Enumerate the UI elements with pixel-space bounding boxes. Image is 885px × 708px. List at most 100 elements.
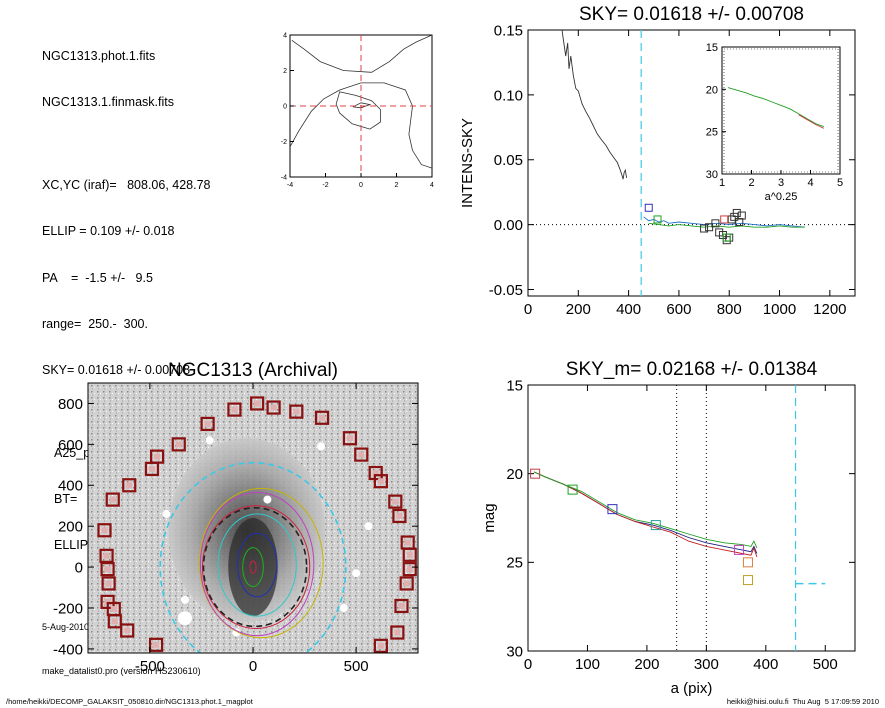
mask-box-fill: [403, 580, 410, 587]
galaxy-xtick-label: 500: [344, 658, 369, 675]
star-mask-hole: [364, 522, 373, 531]
mask-box: [388, 494, 403, 509]
contour-xtick-label: 0: [359, 182, 363, 189]
program-label: make_datalist0.pro (version HS230610): [42, 666, 201, 677]
inset-xtick-label: 1: [719, 177, 725, 189]
contour-xtick-label: -4: [287, 182, 293, 189]
mask-box-fill: [175, 441, 182, 448]
inset-xlabel: a^0.25: [765, 191, 798, 203]
mag-series-line: [533, 471, 758, 554]
mag-marker: [567, 484, 578, 495]
intens-ytick-label: 0.05: [494, 152, 523, 169]
isophote-ellipse: [242, 547, 264, 588]
star-mask-hole: [317, 442, 326, 451]
inset-series-line: [798, 114, 824, 129]
intens-ytick-label: 0.15: [494, 22, 523, 39]
inset-ytick-label: 20: [706, 84, 718, 96]
mask-box-fill: [111, 618, 118, 625]
intens-marker: [720, 215, 729, 224]
star-mask-hole: [339, 604, 348, 612]
mask-box-fill: [377, 642, 384, 649]
mask-box-fill: [398, 602, 405, 609]
mask-box-fill: [358, 451, 365, 458]
intens-marker: [722, 233, 731, 242]
galaxy-title: NGC1313 (Archival): [168, 360, 338, 381]
mask-box: [314, 410, 330, 425]
inset-xtick-label: 5: [837, 177, 843, 189]
intens-marker: [727, 215, 736, 224]
mask-box: [250, 396, 265, 411]
contour-ytick-label: -4: [281, 175, 287, 182]
mask-box: [394, 598, 409, 614]
contour-xtick-label: 2: [395, 182, 399, 189]
inset-ytick-label: 15: [706, 42, 718, 54]
mask-box-fill: [148, 465, 155, 472]
galaxy-ytick-label: -200: [53, 600, 83, 617]
mask-box: [122, 478, 137, 493]
inset-xtick-label: 4: [807, 177, 813, 189]
mag-marker: [607, 504, 618, 515]
inset-xtick-label: 2: [748, 177, 754, 189]
mag-xtick-label: 400: [753, 656, 778, 673]
intens-marker: [737, 211, 746, 220]
intens-ytick-label: -0.05: [489, 282, 523, 299]
intens-series-line: [561, 30, 628, 180]
mask-box: [101, 576, 116, 591]
mask-box: [392, 508, 407, 524]
isophote-ellipse: [198, 487, 324, 639]
galaxy-xtick-label: 0: [249, 658, 257, 675]
mask-box-fill: [154, 453, 161, 460]
mask-box-fill: [110, 606, 117, 613]
mag-marker: [742, 575, 753, 586]
contour-line: [335, 91, 381, 130]
mask-box: [171, 437, 186, 452]
contour-ytick-label: 2: [283, 68, 287, 75]
mask-box-fill: [293, 408, 300, 415]
inset-ytick-label: 25: [706, 127, 718, 139]
mag-xlabel: a (pix): [671, 680, 713, 697]
footer-path: /home/heikki/DECOMP_GALAKSIT_050810.dir/…: [6, 697, 253, 706]
mask-box-fill: [124, 627, 131, 634]
mask-box-fill: [104, 566, 111, 573]
mask-box-fill: [105, 580, 112, 587]
mask-box-fill: [406, 566, 413, 573]
contour-xtick-label: -2: [322, 182, 328, 189]
mask-box-fill: [319, 414, 326, 421]
isophote-ellipse: [237, 532, 278, 598]
mask-box-fill: [153, 641, 160, 648]
intens-xtick-label: 1200: [813, 301, 846, 318]
isophote-ellipse: [159, 462, 347, 653]
intens-marker: [711, 219, 720, 228]
star-mask-hole: [180, 595, 189, 604]
galaxy-ytick-label: 600: [58, 437, 83, 454]
mag-xtick-label: 0: [524, 656, 532, 673]
center-label: XC,YC (iraf)= 808.06, 428.78: [42, 178, 211, 193]
contour-ytick-label: 0: [283, 104, 287, 111]
mask-box-fill: [254, 400, 261, 407]
intens-ytick-label: 0.00: [494, 217, 523, 234]
star-mask-hole: [352, 569, 361, 578]
galaxy-xtick-label: -500: [135, 658, 165, 675]
star-mask-hole: [177, 611, 192, 626]
mag-title: SKY_m= 0.02168 +/- 0.01384: [566, 359, 818, 380]
mag-xtick-label: 100: [575, 656, 600, 673]
star-mask-hole: [205, 436, 214, 445]
inset-ytick-label: 30: [706, 169, 718, 181]
mask-file-label: NGC1313.1.finmask.fits: [42, 95, 174, 110]
mask-box-fill: [346, 435, 353, 442]
mag-ytick-label: 15: [506, 377, 523, 394]
mask-box-fill: [404, 539, 411, 546]
intens-xtick-label: 400: [616, 301, 641, 318]
mask-box: [399, 576, 414, 591]
mag-marker: [742, 557, 753, 568]
mask-box: [120, 623, 135, 638]
galaxy-ytick-label: 400: [58, 478, 83, 495]
galaxy-ytick-label: -400: [53, 641, 83, 658]
mask-box: [105, 492, 120, 507]
sky-label: SKY= 0.01618 +/- 0.00708: [42, 362, 191, 377]
mask-box: [289, 404, 304, 419]
mask-box-fill: [104, 598, 111, 605]
mask-box-fill: [126, 482, 133, 489]
mask-box: [97, 523, 112, 538]
isophote-ellipse: [249, 560, 257, 574]
